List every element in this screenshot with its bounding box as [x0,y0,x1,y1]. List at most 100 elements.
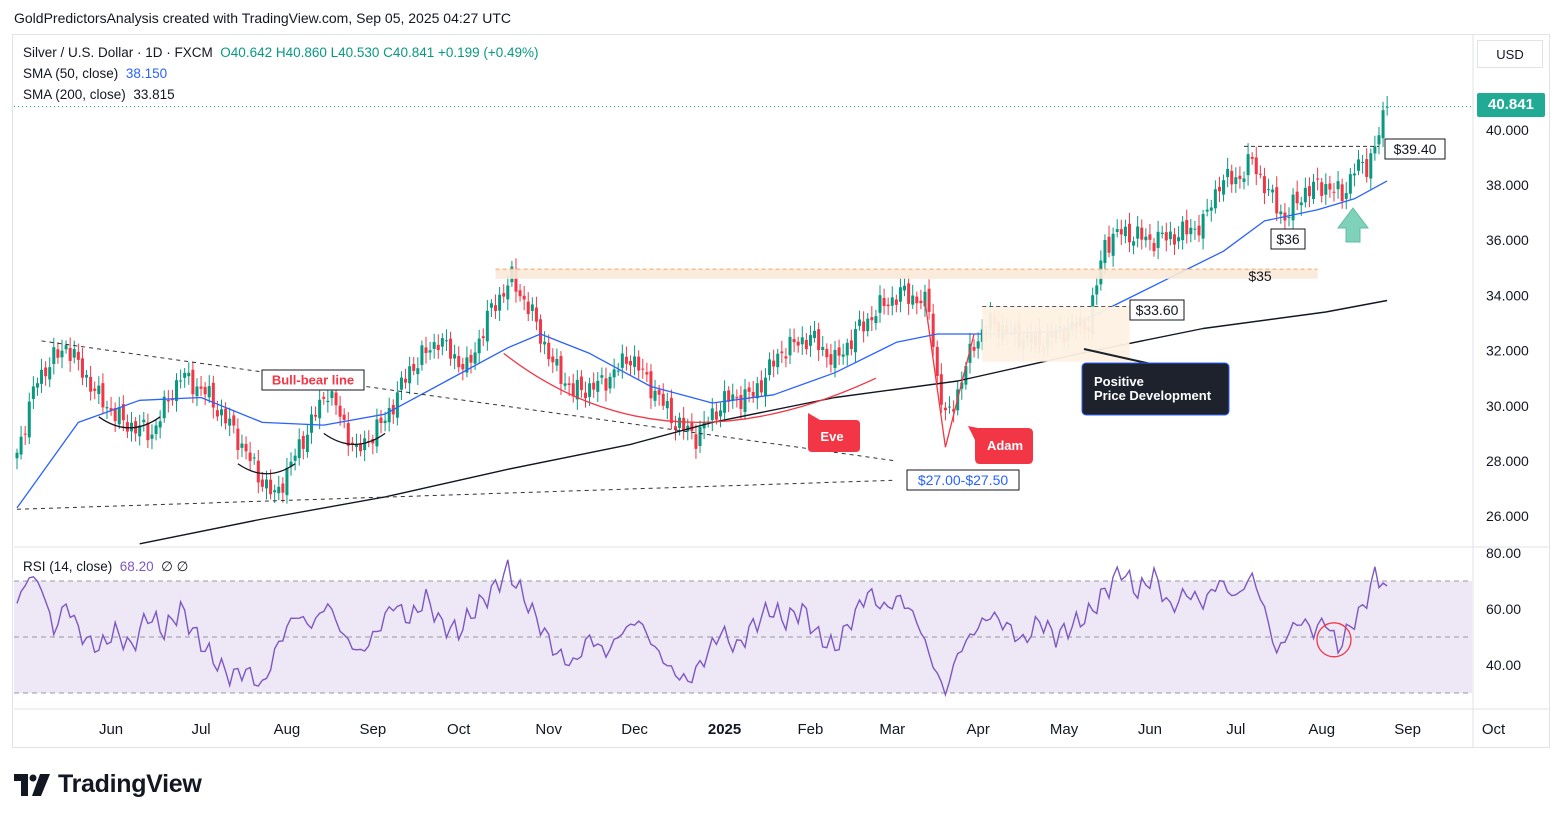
candle-body [727,390,731,402]
candle-body [1299,202,1303,206]
candle [878,285,882,323]
candle [236,418,240,460]
candle [346,412,350,456]
candle-body [117,407,121,425]
candle-body [633,356,637,367]
candle [240,434,244,458]
candle-body [710,408,714,421]
candle-body [1332,191,1336,193]
candle-body [404,378,408,383]
candle [653,379,657,407]
candle [763,368,767,407]
candle-body [15,452,19,459]
candle [191,361,195,404]
candle-body [48,367,52,380]
candle [93,381,97,400]
candle-body [1226,168,1230,178]
bull-bear-label: Bull-bear line [261,369,365,391]
candle-body [616,370,620,372]
legend-sma200-row[interactable]: SMA (200, close) 33.815 [23,87,175,102]
candle [166,390,170,413]
candle-body [813,330,817,338]
candle-body [673,426,677,430]
candle-body [1336,181,1340,190]
candle-body [1320,182,1324,196]
candle-body [56,349,60,358]
candle [1140,219,1144,250]
candle-body [1267,189,1271,191]
candle [494,294,498,319]
candle-body [228,418,232,426]
candle-body [60,350,64,358]
candle-body [882,297,886,307]
candle [138,414,142,446]
candle-body [939,374,943,405]
candle [1160,225,1164,239]
candle [40,358,44,393]
candle-body [477,338,481,354]
candle [1115,219,1119,238]
candle-body [927,288,931,312]
price-axis-tick-label: 30.000 [1486,398,1529,414]
candle-body [444,340,448,342]
candle [395,381,399,426]
candle-body [40,369,44,384]
candle-body [682,417,686,430]
candle-body [93,388,97,391]
legend-sma50-row[interactable]: SMA (50, close) 38.150 [23,66,167,81]
candle-body [829,354,833,365]
candle [244,436,248,460]
candle-body [755,383,759,399]
currency-selector-button[interactable]: USD [1477,40,1543,68]
candle [125,414,129,439]
candle-body [342,414,346,420]
candle [1136,215,1140,248]
time-axis-tick-label: Jul [191,721,210,738]
candle-body [175,380,179,401]
candle [220,399,223,427]
candle-body [264,479,268,489]
candle-body [592,382,596,390]
candle [923,284,927,317]
candle [44,361,48,386]
legend-rsi-extra: ∅ ∅ [161,559,189,574]
candle-body [907,283,911,304]
candle-body [645,372,649,375]
candle [886,297,890,315]
candle-body [596,380,600,392]
candle-body [518,290,522,297]
candle-body [338,405,342,417]
candle-body [1279,211,1283,215]
candle [571,373,575,403]
candle-body [1312,181,1316,200]
price-axis-tick-label: 36.000 [1486,232,1529,248]
candle [457,346,461,373]
tradingview-logo[interactable]: TradingView [14,770,202,799]
candle-body [845,342,849,356]
annotation-layer: Bull-bear line $27.00-$27.50 $35 $33.60 $36 $… [14,106,1472,510]
candle-body [1213,189,1217,209]
candle [179,369,183,389]
legend-rsi-row[interactable]: RSI (14, close) 68.20 ∅ ∅ [23,559,188,575]
candle [903,277,907,297]
candle [117,396,121,430]
price-axis-tick-label: 38.000 [1486,177,1529,193]
candle-body [1148,234,1152,240]
candle-body [543,341,547,345]
candle [911,284,915,309]
candle-body [489,303,493,308]
candle-body [919,300,923,304]
candle-body [1172,234,1176,245]
level-36-label: $36 [1270,228,1306,250]
price-axis-tick-label: 32.000 [1486,343,1529,359]
legend-symbol-row[interactable]: Silver / U.S. Dollar · 1D · FXCM O40.642… [23,45,539,60]
candle-body [72,348,76,358]
candle-body [833,349,837,368]
candle-body [1348,174,1352,194]
candle [776,348,780,375]
candle [563,372,567,391]
candle [1303,177,1307,208]
candle-body [1205,209,1209,212]
candle-body [1095,285,1099,295]
